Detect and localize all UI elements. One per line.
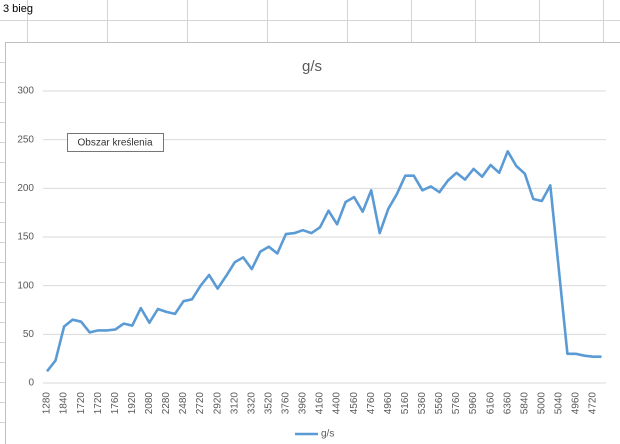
x-tick-label: 2080 xyxy=(144,392,155,415)
y-tick-label: 300 xyxy=(17,86,34,97)
x-tick-label: 4760 xyxy=(366,392,377,415)
tooltip: Obszar kreślenia xyxy=(67,133,164,152)
tooltip-box xyxy=(67,133,164,152)
x-tick-label: 3120 xyxy=(229,392,240,415)
x-tick-label: 4160 xyxy=(315,392,326,415)
x-tick-label: 3960 xyxy=(298,392,309,415)
cell-text: 3 bieg xyxy=(3,3,33,15)
x-tick-label: 3520 xyxy=(263,392,274,415)
y-tick-label: 0 xyxy=(28,378,34,389)
x-tick-label: 6160 xyxy=(485,392,496,415)
x-tick-label: 5960 xyxy=(468,392,479,415)
x-tick-label: 4960 xyxy=(383,392,394,415)
x-tick-label: 1760 xyxy=(110,392,121,415)
sheet-gridlines xyxy=(0,0,620,423)
y-tick-label: 250 xyxy=(17,134,34,145)
x-tick-label: 5160 xyxy=(400,392,411,415)
legend-label: g/s xyxy=(321,429,334,440)
y-tick-label: 150 xyxy=(17,232,34,243)
y-tick-label: 50 xyxy=(23,329,35,340)
x-tick-label: 5000 xyxy=(536,392,547,415)
x-tick-label: 2920 xyxy=(212,392,223,415)
y-tick-label: 100 xyxy=(17,280,34,291)
x-tick-label: 1920 xyxy=(127,392,138,415)
x-tick-label: 4560 xyxy=(349,392,360,415)
x-tick-label: 2720 xyxy=(195,392,206,415)
x-tick-label: 1720 xyxy=(93,392,104,415)
x-tick-label: 5040 xyxy=(554,392,565,415)
tooltip-text: Obszar kreślenia xyxy=(77,138,152,149)
data-line xyxy=(45,150,602,373)
chart-title: g/s xyxy=(302,58,322,75)
x-tick-label: 2480 xyxy=(178,392,189,415)
y-tick-label: 200 xyxy=(17,183,34,194)
x-tick-label: 5560 xyxy=(434,392,445,415)
chart-area[interactable] xyxy=(5,42,620,444)
x-tick-label: 1720 xyxy=(76,392,87,415)
x-tick-label: 5840 xyxy=(519,392,530,415)
x-tick-label: 4400 xyxy=(332,392,343,415)
x-tick-label: 5360 xyxy=(417,392,428,415)
x-tick-label: 3760 xyxy=(281,392,292,415)
x-tick-label: 4960 xyxy=(571,392,582,415)
x-tick-label: 1840 xyxy=(59,392,70,415)
x-tick-label: 4720 xyxy=(588,392,599,415)
x-tick-label: 1280 xyxy=(42,392,53,415)
x-tick-label: 2280 xyxy=(161,392,172,415)
x-tick-label: 6360 xyxy=(502,392,513,415)
x-tick-label: 5760 xyxy=(451,392,462,415)
x-tick-label: 3320 xyxy=(246,392,257,415)
